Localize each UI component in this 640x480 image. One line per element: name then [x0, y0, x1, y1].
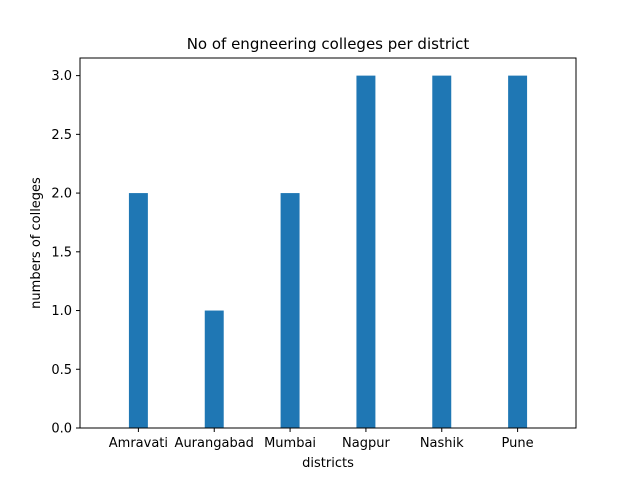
y-tick-label: 2.0 [51, 187, 72, 202]
x-tick-label-amravati: Amravati [109, 436, 168, 451]
y-tick-label: 0.5 [51, 363, 72, 378]
x-tick-label-nashik: Nashik [420, 436, 464, 451]
x-tick-label-pune: Pune [502, 436, 534, 451]
x-tick-label-mumbai: Mumbai [264, 436, 316, 451]
bars-group [128, 75, 528, 428]
x-tick-label-aurangabad: Aurangabad [175, 436, 254, 451]
y-tick-label: 0.0 [51, 422, 72, 437]
y-axis-label: numbers of colleges [29, 177, 44, 309]
y-tick-label: 1.5 [51, 245, 72, 260]
bar-amravati [128, 193, 148, 428]
bar-mumbai [280, 193, 300, 428]
x-tick-label-nagpur: Nagpur [342, 436, 390, 451]
y-tick-label: 2.5 [51, 128, 72, 143]
x-axis-ticks: Amravati Aurangabad Mumbai Nagpur Nashik Pune [109, 428, 534, 451]
y-tick-label: 1.0 [51, 304, 72, 319]
x-axis-label: districts [302, 456, 354, 471]
y-axis-ticks: 0.0 0.5 1.0 1.5 2.0 2.5 3.0 [51, 69, 80, 437]
bar-nagpur [356, 75, 376, 428]
chart-title: No of engneering colleges per district [187, 35, 470, 53]
bar-aurangabad [204, 310, 224, 428]
y-tick-label: 3.0 [51, 69, 72, 84]
bar-pune [508, 75, 528, 428]
plot-frame [79, 57, 577, 429]
bar-nashik [432, 75, 452, 428]
